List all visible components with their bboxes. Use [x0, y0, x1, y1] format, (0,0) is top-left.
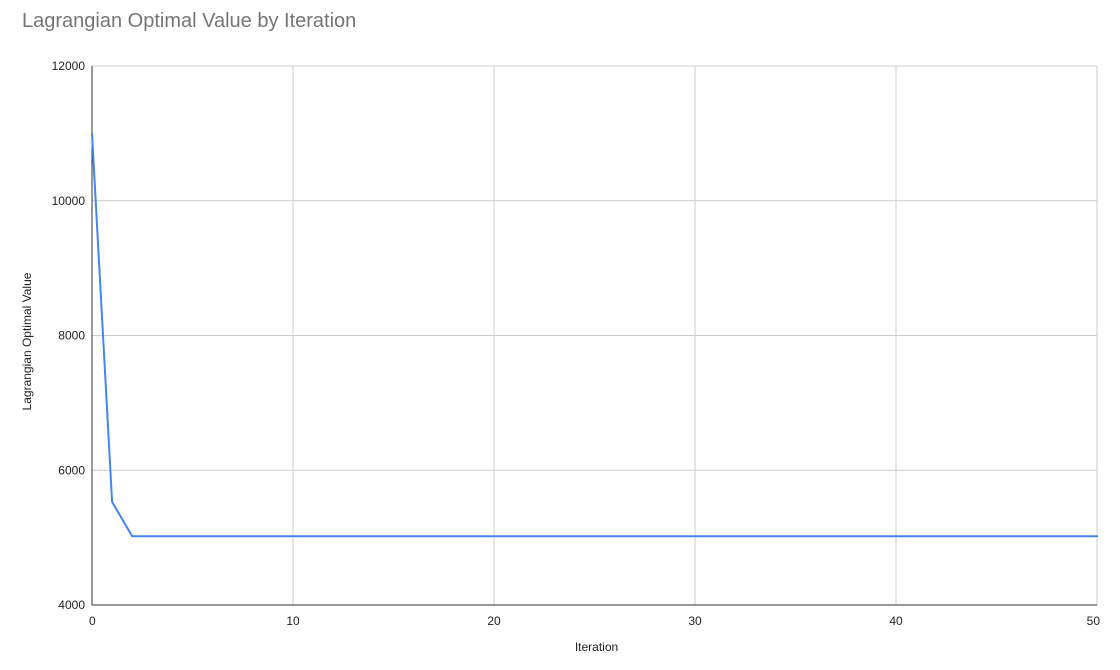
y-tick-label-10000: 10000: [52, 194, 86, 208]
chart-title: Lagrangian Optimal Value by Iteration: [22, 10, 357, 32]
series-line-0: [91, 132, 1098, 538]
y-axis-title: Lagrangian Optimal Value: [20, 272, 34, 410]
series-layer: [91, 132, 1098, 538]
tick-labels: 4000 6000 8000 10000 12000 0 10 20 30 40 50: [52, 59, 1101, 628]
x-axis-title: Iteration: [575, 640, 618, 654]
y-tick-label-12000: 12000: [52, 59, 86, 73]
grid-lines: [92, 65, 1098, 606]
x-tick-label-20: 20: [487, 614, 501, 628]
y-tick-label-8000: 8000: [58, 329, 85, 343]
x-tick-label-30: 30: [688, 614, 702, 628]
x-tick-label-10: 10: [286, 614, 300, 628]
x-tick-label-0: 0: [89, 614, 96, 628]
x-tick-label-50: 50: [1087, 614, 1101, 628]
y-tick-label-4000: 4000: [58, 598, 85, 612]
axes: [91, 66, 1097, 606]
x-tick-label-40: 40: [889, 614, 903, 628]
y-tick-label-6000: 6000: [58, 463, 85, 477]
